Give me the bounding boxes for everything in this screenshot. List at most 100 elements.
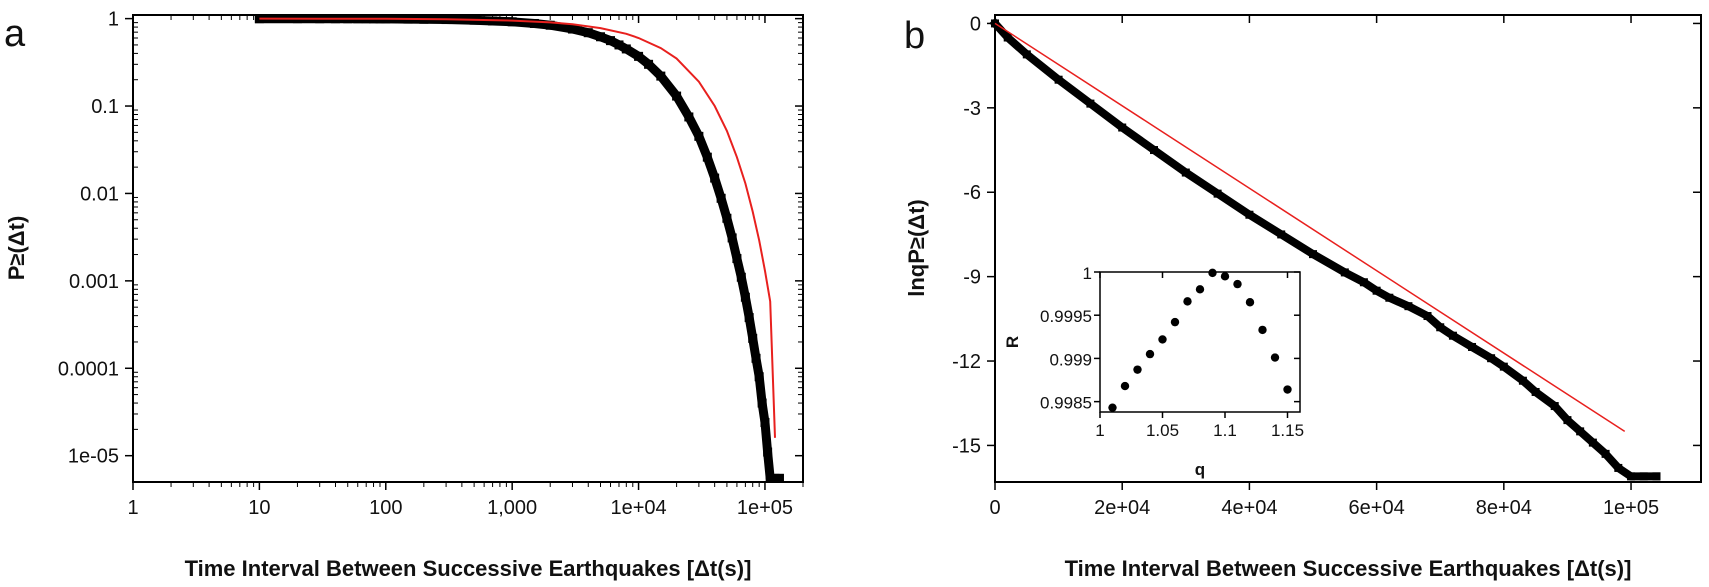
a-y-tick-label: 0.01 xyxy=(80,183,119,205)
a-x-tick-label: 1e+04 xyxy=(610,497,666,519)
inset-data-point xyxy=(1270,353,1280,362)
a-data-point xyxy=(694,131,704,141)
a-y-tick-label: 1 xyxy=(108,9,119,31)
b-data-point xyxy=(1518,376,1527,385)
chart-a-y-axis-title: P≥(Δt) xyxy=(4,216,29,281)
a-data-point xyxy=(760,417,770,427)
a-data-point xyxy=(710,173,720,183)
a-data-point xyxy=(732,254,742,264)
a-y-tick-label: 0.001 xyxy=(69,271,119,293)
b-data-point xyxy=(1436,323,1445,332)
b-x-tick-label: 2e+04 xyxy=(1094,497,1150,519)
b-data-point xyxy=(1309,250,1318,259)
b-data-point xyxy=(1054,75,1063,84)
inset-data-point xyxy=(1158,335,1167,344)
a-data-point xyxy=(722,213,732,223)
b-data-point xyxy=(1086,99,1095,108)
b-data-point xyxy=(1652,472,1661,481)
a-data-point xyxy=(644,59,654,69)
a-data-point xyxy=(507,17,517,27)
inset-frame xyxy=(1099,271,1301,413)
a-data-point xyxy=(727,233,737,243)
b-x-tick-label: 4e+04 xyxy=(1221,497,1277,519)
b-data-point xyxy=(1601,449,1610,458)
inset-data-point xyxy=(1245,298,1255,307)
b-data-point xyxy=(1627,472,1636,481)
a-data-point xyxy=(672,91,682,101)
a-data-point xyxy=(614,40,624,50)
a-x-tick-label: 100 xyxy=(369,497,402,519)
a-data-point xyxy=(763,447,773,457)
chart-a: 1 10 100 1,000 1e+04 1e+05 1 0.1 0.01 0.001 0.0001… xyxy=(4,9,804,581)
b-data-point xyxy=(1448,331,1457,340)
b-data-point xyxy=(1181,168,1190,177)
a-x-tick-label: 1 xyxy=(127,497,138,519)
a-data-point xyxy=(716,193,726,203)
a-data-band xyxy=(254,14,784,483)
inset-y-tick-label: 1 xyxy=(1083,264,1092,283)
chart-b: 0 2e+04 4e+04 6e+04 8e+04 1e+050-3-6-9-12-15 … xyxy=(904,13,1702,581)
inset-data-point xyxy=(1133,365,1142,374)
a-data-point xyxy=(567,24,577,34)
chart-b-y-axis-title: lnqP≥(Δt) xyxy=(904,199,929,297)
b-y-tick-label: -6 xyxy=(963,182,981,204)
b-x-tick-label: 8e+04 xyxy=(1476,497,1532,519)
a-data-point xyxy=(529,18,539,28)
inset-y-tick-label: 0.9995 xyxy=(1040,307,1092,326)
a-data-point xyxy=(656,71,666,81)
b-data-point xyxy=(1213,189,1222,198)
b-data-point xyxy=(1372,286,1381,295)
a-data-point xyxy=(545,20,555,30)
a-data-point xyxy=(702,152,712,162)
a-x-tick-label: 1,000 xyxy=(487,497,537,519)
b-data-point xyxy=(1277,230,1286,239)
inset-data-point xyxy=(1283,385,1292,394)
inset-data-point xyxy=(1195,285,1205,294)
b-data-point xyxy=(1003,33,1012,42)
b-data-point xyxy=(1576,427,1585,436)
a-y-tick-label: 0.0001 xyxy=(58,358,119,380)
b-y-tick-label: -12 xyxy=(952,351,981,373)
a-data-point xyxy=(583,28,593,38)
b-x-tick-label: 6e+04 xyxy=(1349,497,1405,519)
b-data-point xyxy=(1531,387,1540,396)
a-data-point xyxy=(754,372,764,382)
b-data-point xyxy=(1563,416,1572,425)
b-x-tick-label: 1e+05 xyxy=(1603,497,1659,519)
b-data-point xyxy=(1150,146,1159,155)
inset-data-point xyxy=(1120,381,1130,391)
inset-data-point xyxy=(1170,317,1180,327)
b-data-point xyxy=(1118,123,1127,132)
a-data-point xyxy=(684,112,694,122)
b-data-point xyxy=(1340,268,1349,277)
a-data-point xyxy=(621,44,631,54)
inset-data-point xyxy=(1233,279,1242,289)
a-y-tick-label: 1e-05 xyxy=(68,446,119,468)
b-y-tick-label: -9 xyxy=(963,267,981,289)
a-data-point xyxy=(757,398,767,408)
inset-y-tick-label: 0.999 xyxy=(1049,350,1092,369)
a-data-point xyxy=(606,36,616,46)
b-data-point xyxy=(1468,342,1477,351)
b-data-point xyxy=(1639,472,1648,481)
a-x-tick-label: 10 xyxy=(248,497,270,519)
b-data-point xyxy=(1588,438,1597,447)
inset-x-axis-title: q xyxy=(1195,460,1205,479)
inset-data-point xyxy=(1183,297,1192,306)
inset-x-tick-label: 1.05 xyxy=(1146,421,1179,440)
a-data-point xyxy=(740,292,750,302)
b-data-point xyxy=(1245,210,1254,219)
a-data-point xyxy=(744,313,754,323)
a-x-tick-label: 1e+05 xyxy=(737,497,793,519)
b-data-point xyxy=(1404,302,1413,311)
a-fit-line xyxy=(259,17,776,438)
chart-a-frame xyxy=(132,14,804,483)
b-y-tick-label: -3 xyxy=(963,98,981,120)
inset-data-point xyxy=(1108,403,1117,412)
a-data-point xyxy=(596,32,606,42)
inset-y-axis-title: R xyxy=(1003,336,1022,348)
a-data-point xyxy=(254,14,264,24)
chart-b-x-axis-title: Time Interval Between Successive Earthqu… xyxy=(1065,556,1632,581)
panel-letter-b: b xyxy=(904,15,925,57)
b-data-point xyxy=(1423,312,1432,321)
